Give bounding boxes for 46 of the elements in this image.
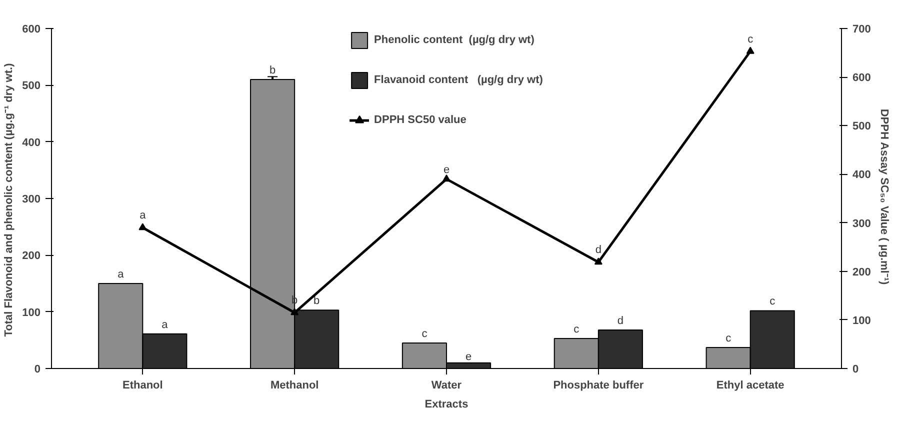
y-tick-label: 600 [22, 24, 41, 36]
data-label: b [269, 64, 276, 76]
y2-tick-label: 700 [852, 24, 871, 36]
data-label: c [748, 33, 754, 46]
data-label: d [595, 244, 602, 256]
y-tick-label: 0 [34, 364, 41, 376]
y2-tick-label: 0 [852, 364, 859, 376]
data-label: a [140, 210, 147, 222]
legend-label: Phenolic content (µg/g dry wt) [374, 34, 534, 46]
data-label: c [422, 328, 428, 340]
x-axis-title: Extracts [424, 398, 468, 410]
data-label: e [443, 164, 450, 176]
y2-tick-label: 400 [852, 169, 871, 182]
y-tick-label: 300 [22, 194, 41, 206]
data-label: c [770, 296, 776, 308]
data-label: b [314, 295, 320, 308]
y-axis-title: Total Flavonoid and phenolic content (µg.g⁻¹ dry wt.) [3, 62, 16, 337]
data-label: e [465, 350, 472, 363]
data-label: a [118, 268, 125, 280]
data-label: a [162, 318, 169, 331]
data-label: c [726, 332, 732, 345]
x-tick-label: Water [431, 380, 462, 392]
x-tick-label: Methanol [270, 380, 319, 392]
point [746, 46, 754, 54]
point [290, 308, 299, 316]
data-label: b [292, 294, 298, 307]
y2-tick-label: 200 [852, 266, 871, 278]
point [138, 223, 147, 230]
y2-tick-label: 600 [852, 72, 871, 84]
y2-tick-label: 300 [852, 218, 871, 230]
y2-tick-label: 500 [852, 120, 871, 133]
x-tick-label: Ethyl acetate [716, 380, 784, 392]
data-label: d [617, 314, 624, 327]
legend-label: Flavanoid content (µg/g dry wt) [374, 74, 543, 86]
data-label: c [574, 323, 580, 336]
y-tick-label: 500 [22, 80, 41, 92]
y2-tick-label: 100 [852, 314, 871, 327]
y2-axis-title: DPPH Assay SC₅₀ Value ( µg.ml⁻¹) [878, 108, 890, 286]
y-tick-label: 400 [22, 136, 41, 149]
y-tick-label: 100 [22, 306, 41, 319]
x-tick-label: Ethanol [122, 380, 163, 392]
y-tick-label: 200 [22, 250, 41, 262]
point [442, 174, 450, 182]
legend-label: DPPH SC50 value [374, 114, 466, 126]
x-tick-label: Phosphate buffer [553, 380, 644, 392]
point [594, 258, 602, 265]
